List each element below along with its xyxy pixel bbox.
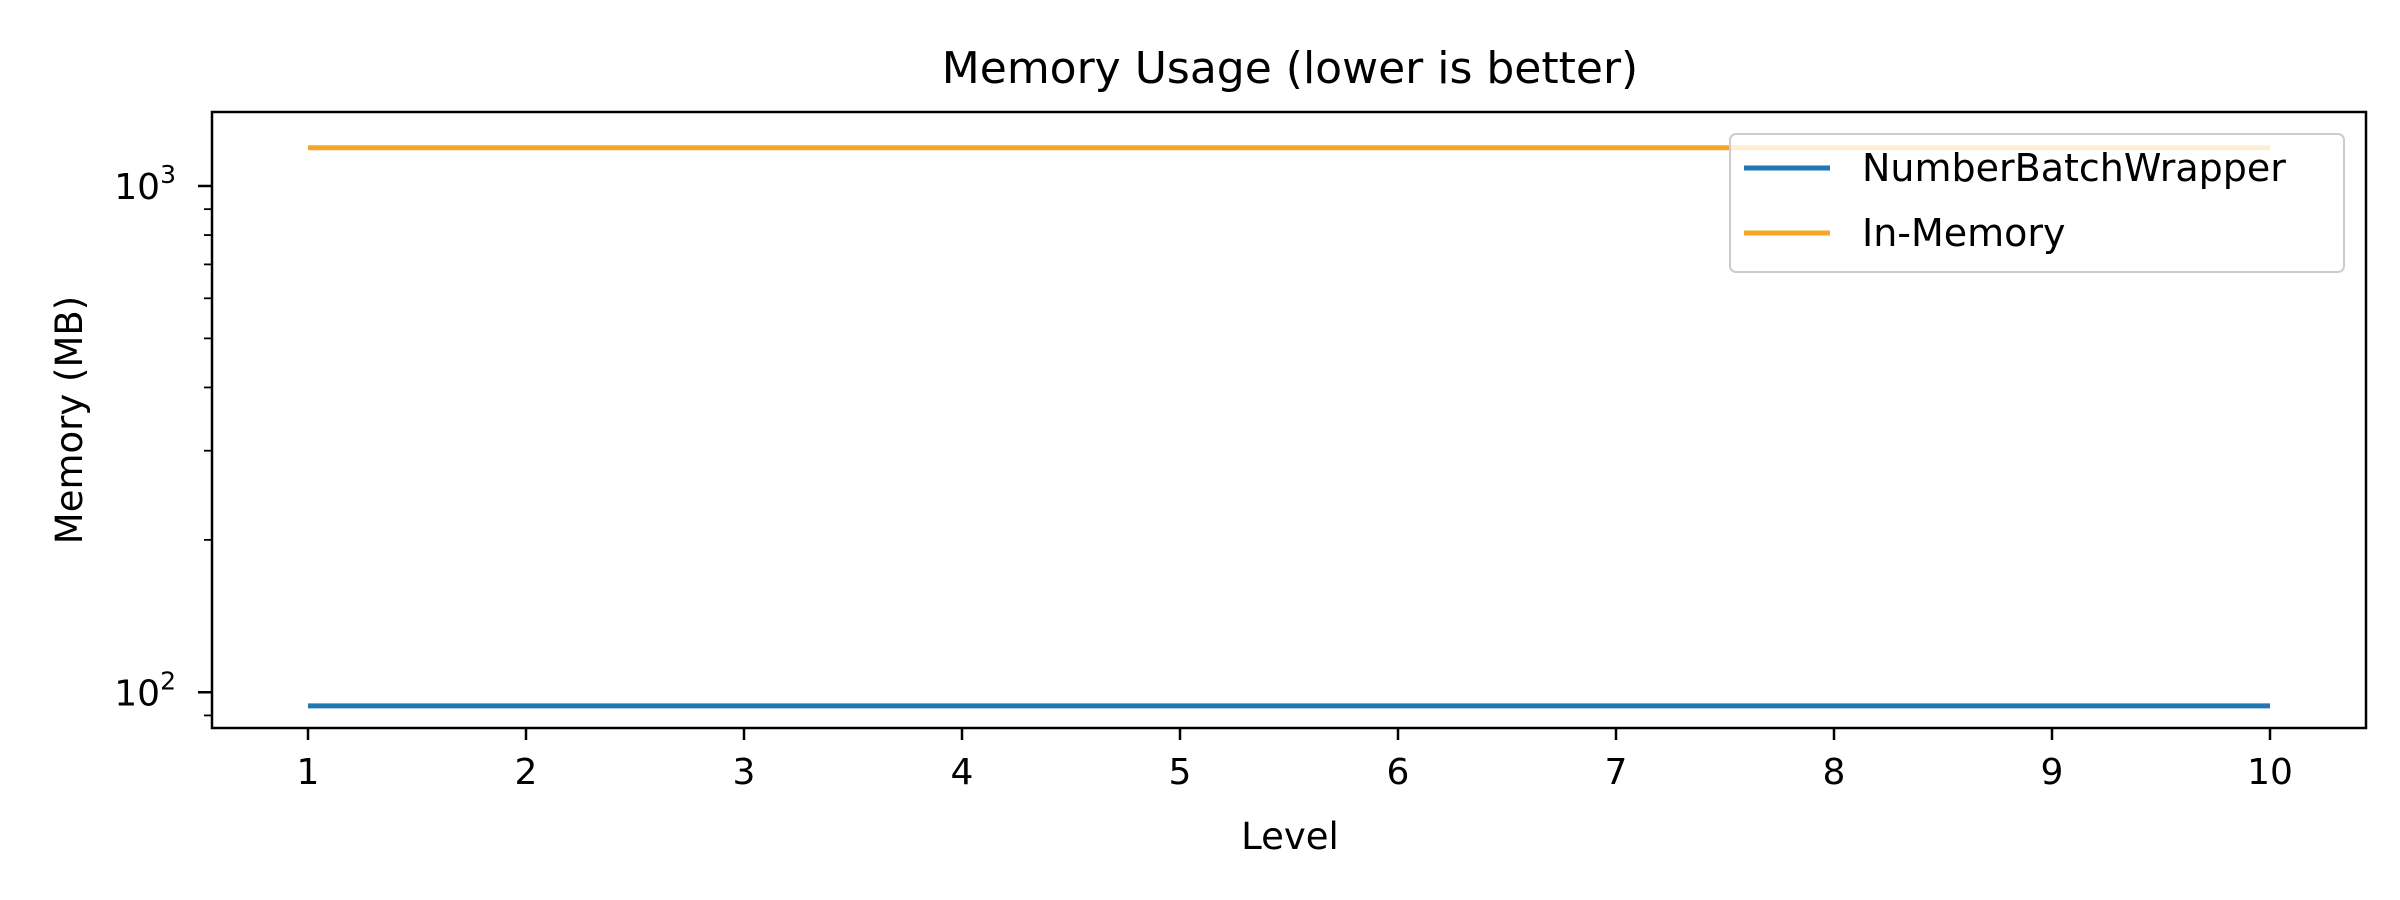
legend-label: In-Memory xyxy=(1862,211,2066,255)
chart-title: Memory Usage (lower is better) xyxy=(942,43,1638,94)
x-tick-label: 3 xyxy=(733,752,756,793)
y-axis-label: Memory (MB) xyxy=(48,296,91,544)
y-tick-label: 102 xyxy=(114,666,176,714)
legend-label: NumberBatchWrapper xyxy=(1862,146,2286,190)
x-tick-label: 7 xyxy=(1605,752,1628,793)
plot-frame xyxy=(210,110,2368,730)
x-tick-label: 8 xyxy=(1823,752,1846,793)
axes: 1 2 3 4 5 6 7 8 9 10 102 103 xyxy=(114,110,2368,793)
x-tick-label: 9 xyxy=(2041,752,2064,793)
x-tick-label: 4 xyxy=(951,752,974,793)
x-tick-label: 2 xyxy=(515,752,538,793)
y-tick-label: 103 xyxy=(114,160,176,208)
x-axis-label: Level xyxy=(1241,815,1339,858)
x-tick-label: 6 xyxy=(1387,752,1410,793)
x-tick-label: 10 xyxy=(2247,752,2293,793)
legend-box xyxy=(1729,133,2345,273)
x-tick-label: 1 xyxy=(297,752,320,793)
legend: NumberBatchWrapper In-Memory xyxy=(1729,133,2345,273)
x-tick-label: 5 xyxy=(1169,752,1192,793)
